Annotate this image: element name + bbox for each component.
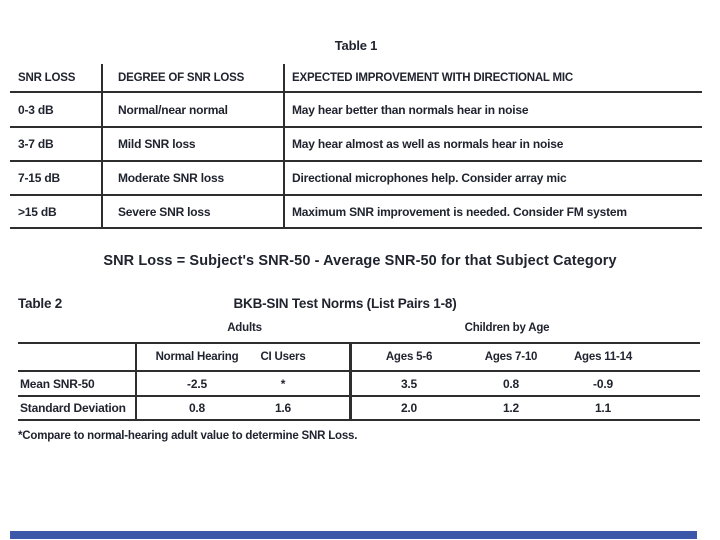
row-label: Mean SNR-50 [18, 372, 137, 397]
column-header: Normal Hearing [137, 344, 257, 372]
table-cell: May hear almost as well as normals hear … [285, 128, 702, 162]
snr-loss-formula: SNR Loss = Subject's SNR-50 - Average SN… [103, 253, 617, 269]
table-cell: May hear better than normals hear in noi… [285, 93, 702, 128]
table2-group-adults: Adults [137, 322, 352, 344]
bottom-accent-bar [10, 531, 697, 539]
table-cell: >15 dB [10, 196, 103, 229]
table-cell: Mild SNR loss [103, 128, 285, 162]
table-cell: Maximum SNR improvement is needed. Consi… [285, 196, 702, 229]
table-cell: 0-3 dB [10, 93, 103, 128]
table-cell: Severe SNR loss [103, 196, 285, 229]
table2-corner-cell [18, 344, 137, 372]
table1-title: Table 1 [334, 38, 378, 53]
table1-header-snr-loss: SNR LOSS [10, 64, 103, 93]
table-cell: 1.2 [466, 397, 556, 421]
table2: Adults Children by Age Normal Hearing CI… [18, 322, 700, 421]
table-cell: 7-15 dB [10, 162, 103, 196]
table-cell: 3-7 dB [10, 128, 103, 162]
table1-header-improvement: EXPECTED IMPROVEMENT WITH DIRECTIONAL MI… [285, 64, 702, 93]
column-header: Ages 7-10 [466, 344, 556, 372]
table1: SNR LOSS DEGREE OF SNR LOSS EXPECTED IMP… [10, 64, 702, 229]
table-cell: 1.1 [556, 397, 700, 421]
table-cell: 1.6 [257, 397, 352, 421]
table2-title: BKB-SIN Test Norms (List Pairs 1-8) [233, 296, 457, 311]
table2-group-spacer [18, 322, 137, 344]
row-label: Standard Deviation [18, 397, 137, 421]
column-header: Ages 11-14 [556, 344, 700, 372]
table-cell: Directional microphones help. Consider a… [285, 162, 702, 196]
table-cell: 3.5 [352, 372, 466, 397]
table-cell: Moderate SNR loss [103, 162, 285, 196]
table1-header-degree: DEGREE OF SNR LOSS [103, 64, 285, 93]
table-cell: -0.9 [556, 372, 700, 397]
table-cell: -2.5 [137, 372, 257, 397]
table2-group-children: Children by Age [352, 322, 700, 344]
table-cell: 0.8 [137, 397, 257, 421]
table2-label: Table 2 [18, 296, 63, 311]
table-cell: Normal/near normal [103, 93, 285, 128]
column-header: CI Users [257, 344, 352, 372]
table-cell: 2.0 [352, 397, 466, 421]
table-cell: 0.8 [466, 372, 556, 397]
table-cell: * [257, 372, 352, 397]
column-header: Ages 5-6 [352, 344, 466, 372]
table2-footnote: *Compare to normal-hearing adult value t… [18, 430, 358, 442]
